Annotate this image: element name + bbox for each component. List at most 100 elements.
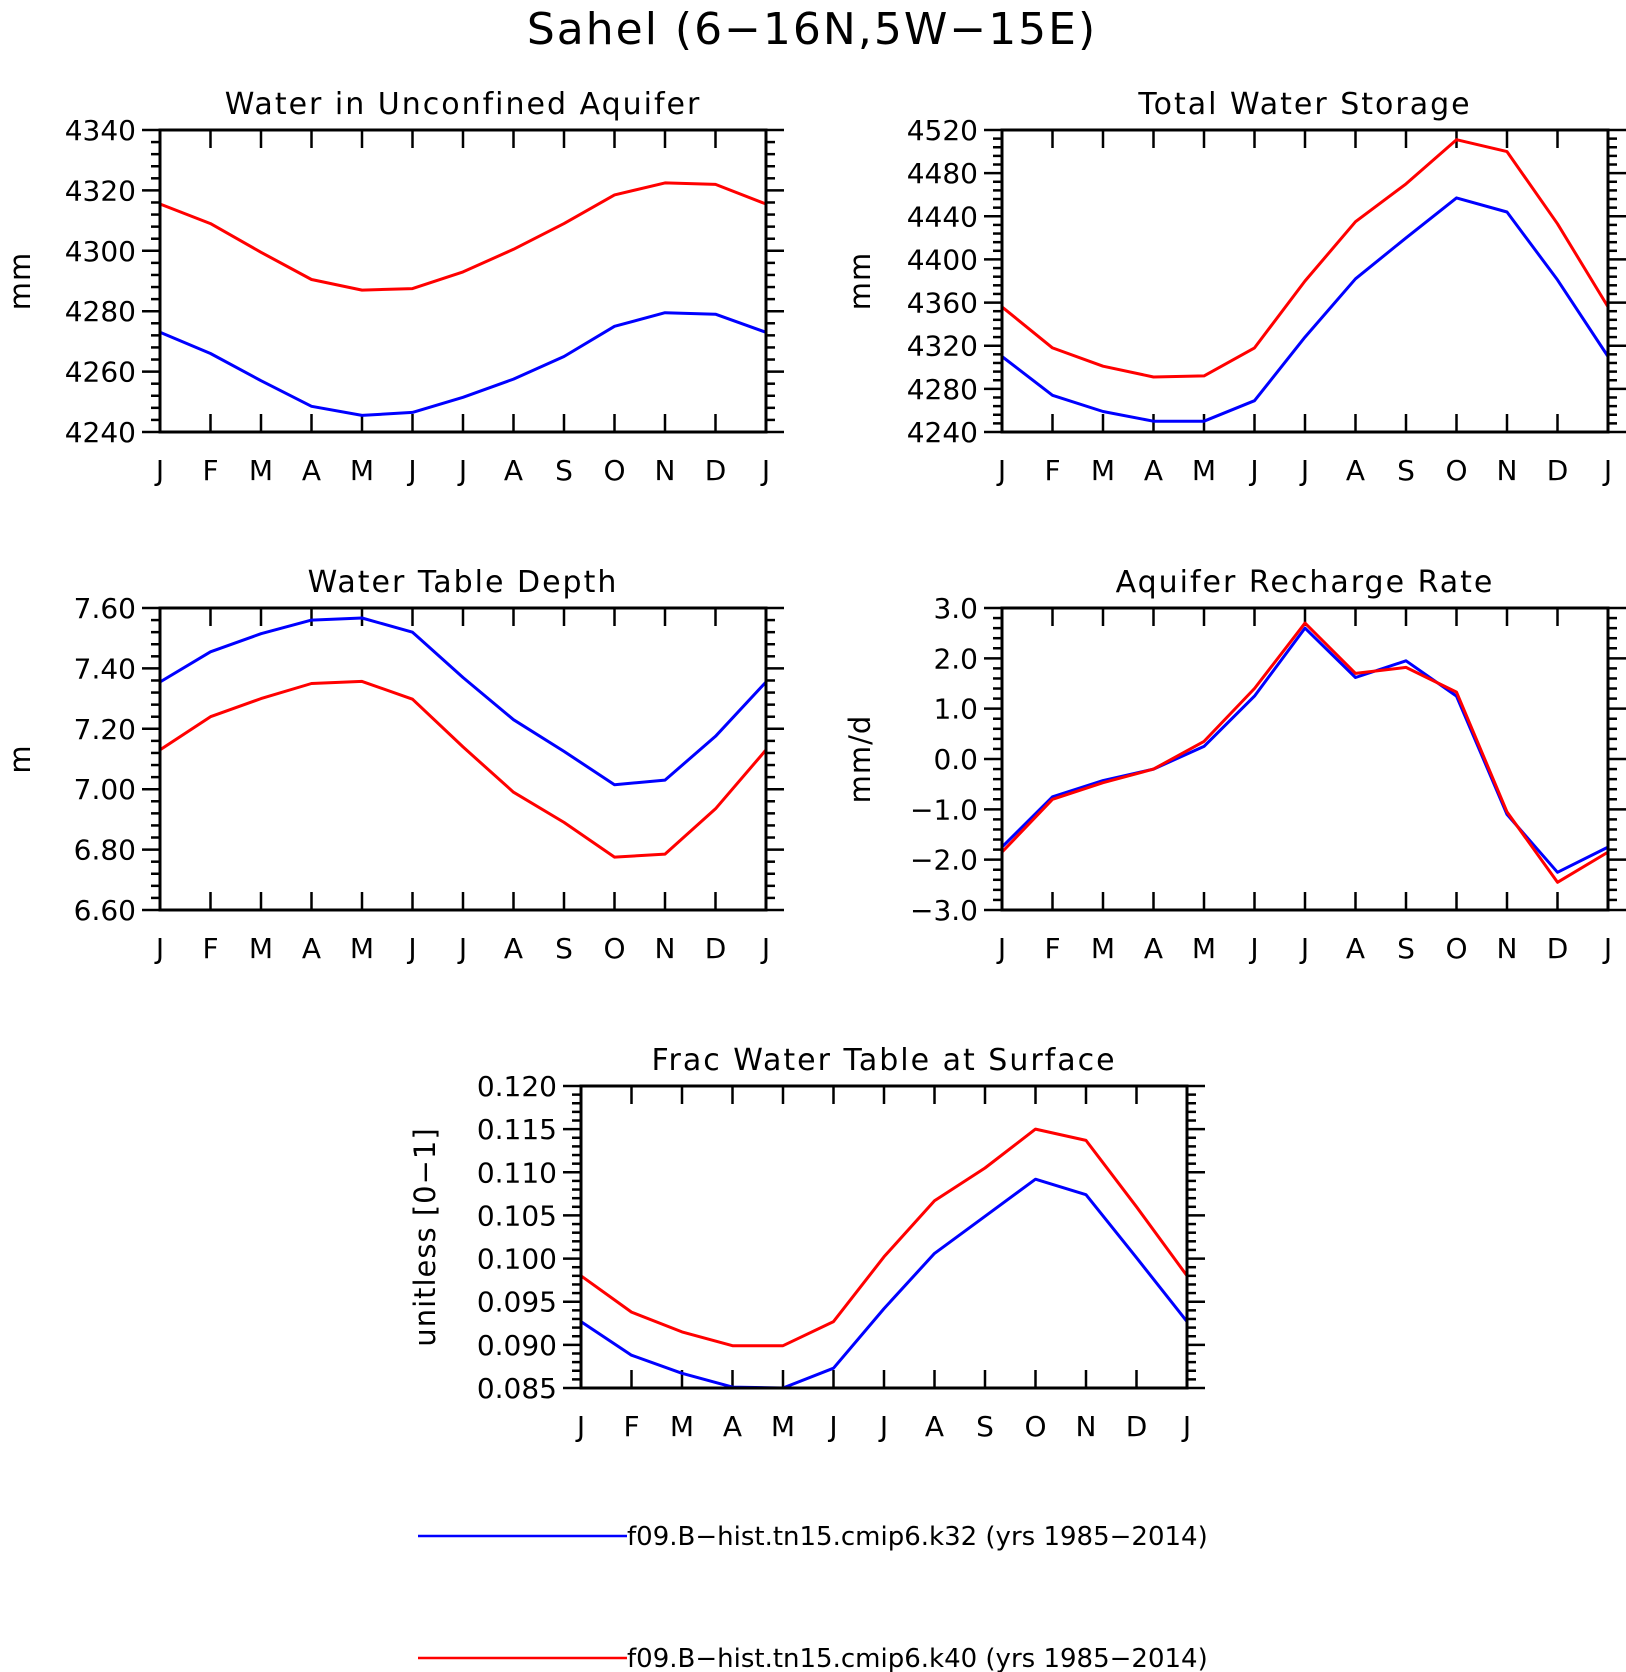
x-tick-label: D bbox=[705, 932, 727, 965]
panel-title: Total Water Storage bbox=[1137, 87, 1471, 122]
x-tick-label: J bbox=[760, 454, 770, 487]
x-tick-label: O bbox=[1445, 932, 1467, 965]
x-tick-label: N bbox=[655, 932, 676, 965]
x-tick-label: D bbox=[705, 454, 727, 487]
panel-title: Water Table Depth bbox=[308, 565, 619, 600]
x-tick-label: M bbox=[1091, 454, 1115, 487]
y-tick-label: −3.0 bbox=[910, 894, 978, 927]
x-tick-label: O bbox=[1445, 454, 1467, 487]
x-tick-label: J bbox=[1602, 454, 1612, 487]
y-tick-label: −2.0 bbox=[910, 844, 978, 877]
x-tick-label: J bbox=[996, 932, 1006, 965]
series-line-k40 bbox=[580, 1127, 1189, 1348]
x-tick-label: J bbox=[996, 454, 1006, 487]
x-tick-label: J bbox=[1299, 454, 1309, 487]
x-tick-label: J bbox=[154, 932, 164, 965]
legend: f09.B−hist.tn15.cmip6.k32 (yrs 1985−2014… bbox=[418, 1522, 1208, 1672]
panel-frac-water-table-at-surface: Frac Water Table at Surface unitless [0−1… bbox=[408, 1043, 1205, 1443]
x-tick-label: A bbox=[504, 454, 523, 487]
x-tick-label: D bbox=[1547, 932, 1569, 965]
y-tick-label: 4400 bbox=[907, 243, 978, 276]
x-tick-label: M bbox=[249, 932, 273, 965]
x-tick-label: O bbox=[603, 454, 625, 487]
series-line-k32 bbox=[1001, 196, 1610, 423]
x-tick-label: J bbox=[575, 1410, 585, 1443]
panel-title: Frac Water Table at Surface bbox=[651, 1043, 1116, 1078]
x-tick-label: F bbox=[1044, 454, 1060, 487]
y-tick-label: 4240 bbox=[65, 416, 136, 449]
y-tick-label: 2.0 bbox=[933, 642, 978, 675]
y-tick-label: 0.100 bbox=[477, 1243, 557, 1276]
x-tick-label: S bbox=[555, 932, 573, 965]
x-tick-label: S bbox=[976, 1410, 994, 1443]
y-axis-label: unitless [0−1] bbox=[408, 1127, 442, 1346]
x-tick-label: A bbox=[1346, 454, 1365, 487]
y-axis-label: mm bbox=[3, 252, 37, 311]
panel-title: Aquifer Recharge Rate bbox=[1116, 565, 1495, 600]
x-tick-label: A bbox=[1346, 932, 1365, 965]
x-tick-label: J bbox=[1248, 454, 1258, 487]
y-tick-label: 7.40 bbox=[74, 652, 136, 685]
plot-frame bbox=[1000, 606, 1610, 912]
x-tick-label: J bbox=[154, 454, 164, 487]
y-tick-label: 0.090 bbox=[477, 1329, 557, 1362]
x-tick-label: M bbox=[771, 1410, 795, 1443]
y-tick-label: 0.110 bbox=[477, 1156, 557, 1189]
y-tick-label: 7.20 bbox=[74, 713, 136, 746]
y-tick-label: 4480 bbox=[907, 157, 978, 190]
series-line-k32 bbox=[159, 311, 767, 417]
x-tick-label: F bbox=[202, 454, 218, 487]
x-tick-label: A bbox=[1144, 932, 1163, 965]
figure-title: Sahel (6−16N,5W−15E) bbox=[527, 4, 1097, 55]
series-line-k40 bbox=[159, 181, 767, 292]
y-axis-label: m bbox=[3, 744, 37, 773]
x-tick-label: J bbox=[760, 932, 770, 965]
y-tick-label: 6.80 bbox=[74, 834, 136, 867]
y-tick-label: 4360 bbox=[907, 287, 978, 320]
x-tick-label: A bbox=[504, 932, 523, 965]
x-tick-label: M bbox=[1192, 932, 1216, 965]
x-tick-label: M bbox=[1192, 454, 1216, 487]
x-tick-label: N bbox=[1497, 454, 1518, 487]
x-tick-label: N bbox=[1076, 1410, 1097, 1443]
x-tick-label: J bbox=[878, 1410, 888, 1443]
x-tick-label: A bbox=[1144, 454, 1163, 487]
y-tick-label: 4280 bbox=[65, 295, 136, 328]
x-tick-label: F bbox=[202, 932, 218, 965]
series-line-k32 bbox=[580, 1177, 1189, 1390]
y-tick-label: 4340 bbox=[65, 114, 136, 147]
x-tick-label: M bbox=[249, 454, 273, 487]
y-tick-label: 6.60 bbox=[74, 894, 136, 927]
series-line-k32 bbox=[159, 616, 768, 787]
x-tick-label: S bbox=[555, 454, 573, 487]
y-tick-label: 4280 bbox=[907, 373, 978, 406]
x-tick-label: O bbox=[603, 932, 625, 965]
series-line-k40 bbox=[1000, 621, 1609, 884]
series-line-k32 bbox=[1000, 626, 1609, 874]
x-tick-label: N bbox=[1497, 932, 1518, 965]
series-line-k40 bbox=[1001, 138, 1610, 379]
x-tick-label: J bbox=[406, 932, 416, 965]
y-tick-label: 7.60 bbox=[74, 592, 136, 625]
x-tick-label: A bbox=[302, 932, 321, 965]
y-axis-label: mm bbox=[843, 252, 877, 311]
x-tick-label: F bbox=[1044, 932, 1060, 965]
x-tick-label: A bbox=[302, 454, 321, 487]
x-tick-label: M bbox=[350, 454, 374, 487]
plot-frame bbox=[158, 606, 768, 912]
y-tick-label: 0.115 bbox=[477, 1113, 557, 1146]
series-line-k40 bbox=[159, 679, 768, 859]
y-tick-label: 4440 bbox=[907, 200, 978, 233]
x-tick-label: D bbox=[1547, 454, 1569, 487]
y-tick-label: 7.00 bbox=[74, 773, 136, 806]
y-tick-label: 4320 bbox=[65, 174, 136, 207]
x-tick-label: A bbox=[723, 1410, 742, 1443]
x-tick-label: J bbox=[827, 1410, 837, 1443]
x-tick-label: A bbox=[925, 1410, 944, 1443]
y-tick-label: 0.105 bbox=[477, 1199, 557, 1232]
